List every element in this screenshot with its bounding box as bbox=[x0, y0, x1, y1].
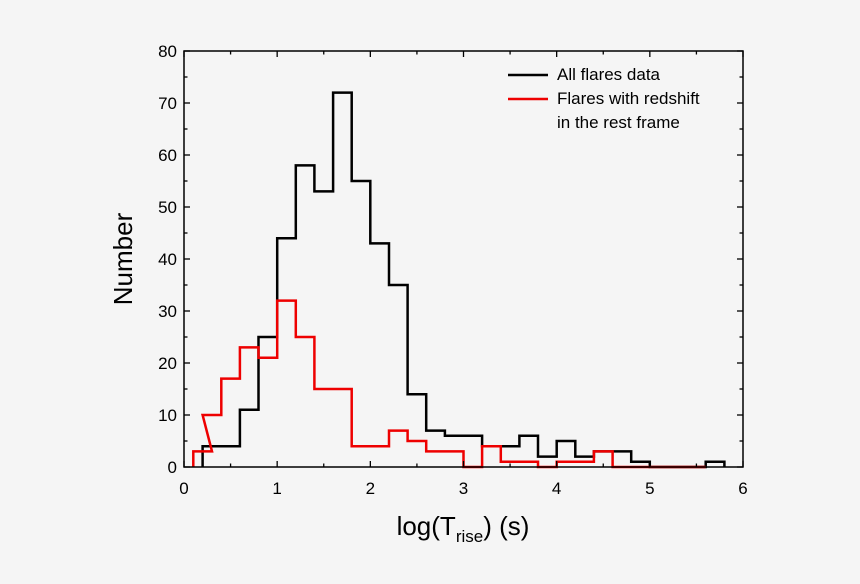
histogram-bin-s2-13 bbox=[408, 441, 427, 467]
histogram-bin-s2-21 bbox=[557, 462, 576, 467]
y-tick-label: 60 bbox=[158, 146, 177, 165]
histogram-bin-s2-3 bbox=[221, 379, 240, 467]
x-tick-label: 4 bbox=[552, 479, 561, 498]
histogram-bin-s2-14 bbox=[426, 451, 445, 467]
x-tick-label: 3 bbox=[459, 479, 468, 498]
histogram-bin-s2-7 bbox=[296, 337, 315, 467]
histogram-bin-s1-28 bbox=[706, 462, 725, 467]
histogram-bin-s1-9 bbox=[352, 181, 371, 467]
histogram-bin-s2-6 bbox=[277, 301, 296, 467]
histogram-bin-s2-9 bbox=[333, 389, 352, 467]
y-tick-label: 50 bbox=[158, 198, 177, 217]
histogram-bin-s2-4 bbox=[240, 347, 259, 467]
y-axis-label: Number bbox=[108, 212, 138, 305]
histogram-bin-s2-22 bbox=[575, 462, 594, 467]
histogram-bin-s2-10 bbox=[352, 446, 371, 467]
y-tick-label: 70 bbox=[158, 94, 177, 113]
x-tick-label: 1 bbox=[272, 479, 281, 498]
x-tick-label: 5 bbox=[645, 479, 654, 498]
histogram-series-1 bbox=[201, 91, 726, 469]
histogram-bin-s2-11 bbox=[370, 446, 389, 467]
histogram-bin-s1-10 bbox=[370, 243, 389, 467]
y-tick-label: 20 bbox=[158, 354, 177, 373]
x-axis-label: log(Trise) (s) bbox=[397, 511, 530, 546]
histogram-bin-s1-15 bbox=[464, 436, 483, 467]
x-tick-label: 0 bbox=[179, 479, 188, 498]
legend-label-2: Flares with redshift bbox=[557, 89, 700, 108]
histogram-series-2 bbox=[192, 299, 706, 469]
histogram-bin-s2-8 bbox=[314, 389, 333, 467]
histogram-bin-s1-23 bbox=[613, 451, 632, 467]
y-tick-label: 0 bbox=[168, 458, 177, 477]
histogram-bin-s2-5 bbox=[259, 358, 278, 467]
legend-label-2: in the rest frame bbox=[557, 113, 680, 132]
legend: All flares data Flares with redshift in th… bbox=[508, 65, 700, 132]
histogram-bin-s2-2 bbox=[203, 415, 222, 467]
histogram-bin-s2-15 bbox=[445, 451, 464, 467]
histogram-bin-s1-19 bbox=[538, 457, 557, 467]
histogram-bin-s2-17 bbox=[482, 446, 501, 467]
y-tick-label: 40 bbox=[158, 250, 177, 269]
legend-label-1: All flares data bbox=[557, 65, 661, 84]
x-tick-label: 2 bbox=[366, 479, 375, 498]
y-tick-label: 10 bbox=[158, 406, 177, 425]
x-tick-label: 6 bbox=[738, 479, 747, 498]
y-tick-label: 80 bbox=[158, 42, 177, 61]
histogram-bin-s2-12 bbox=[389, 431, 408, 467]
y-tick-label: 30 bbox=[158, 302, 177, 321]
histogram-bin-s2-19 bbox=[519, 462, 538, 467]
